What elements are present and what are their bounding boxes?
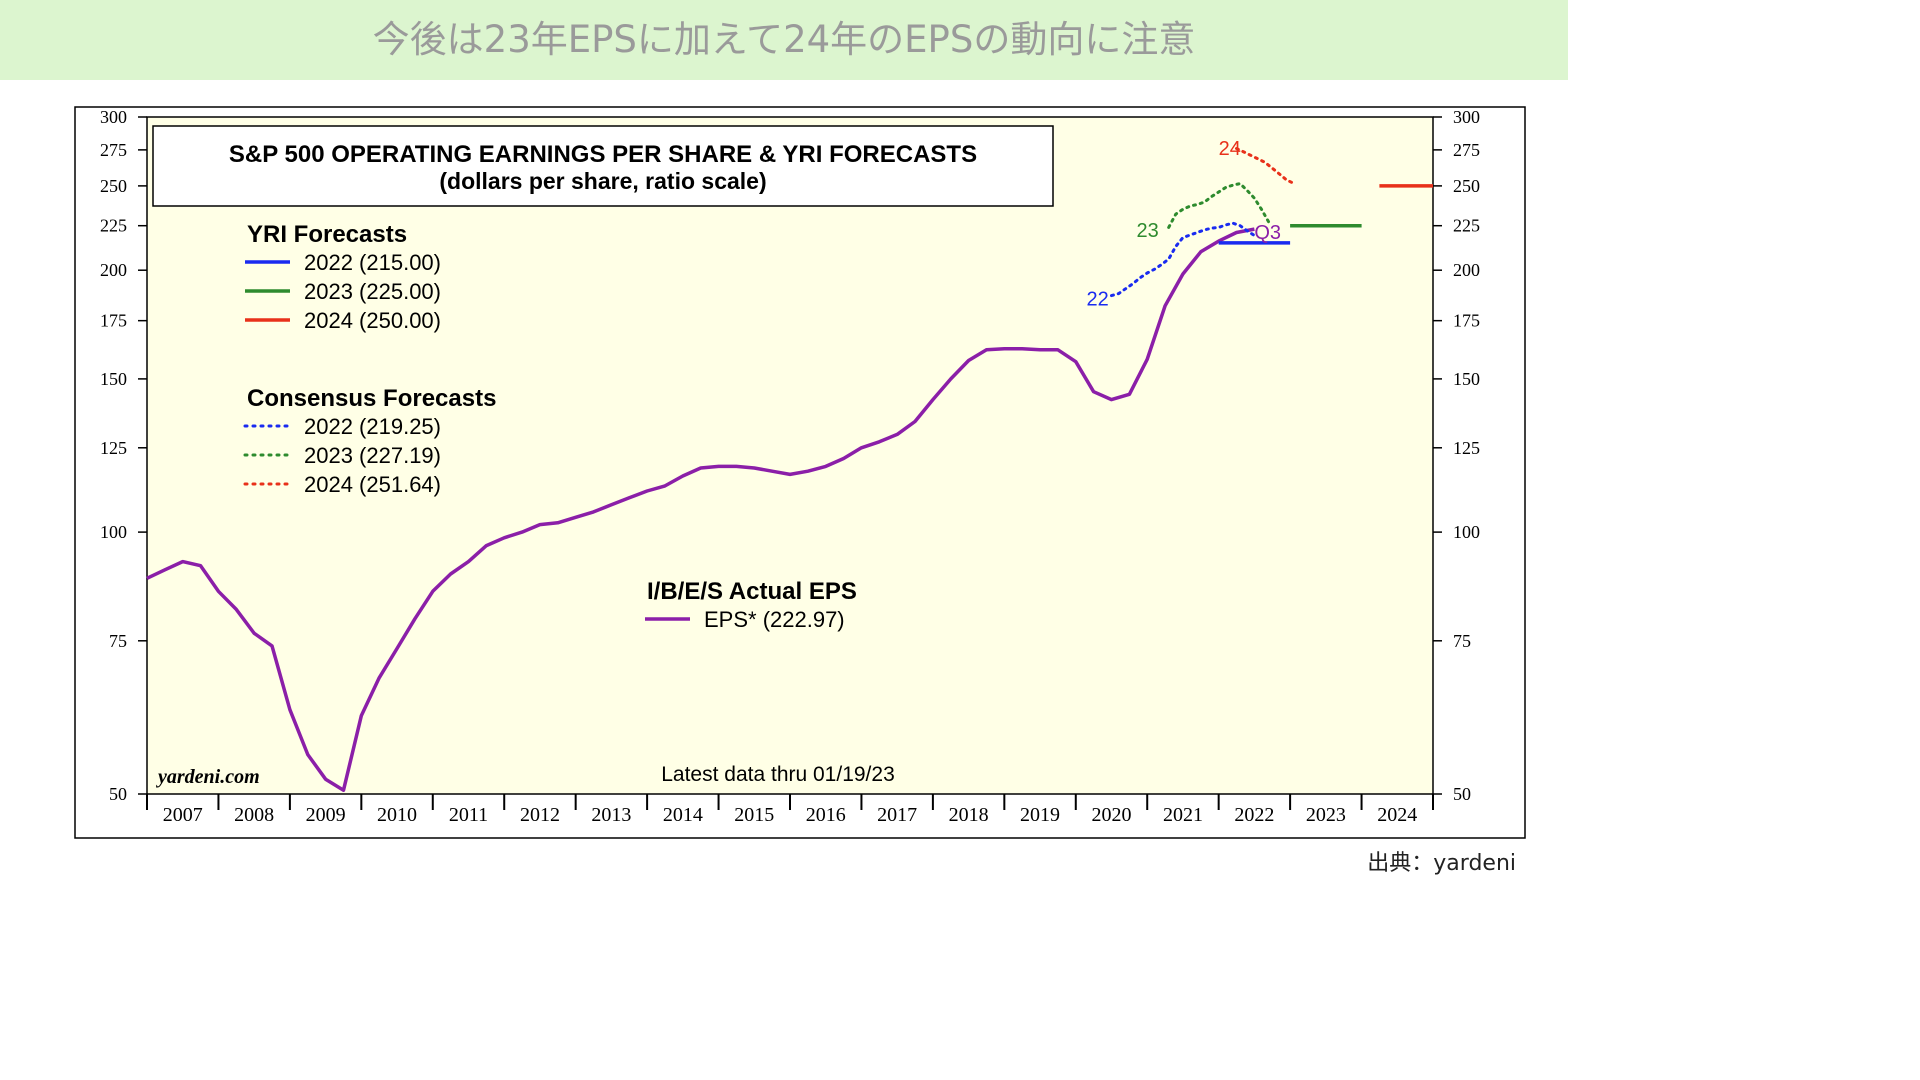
x-tick-label-2020: 2020 <box>1092 804 1132 826</box>
y-tick-label-right-150: 150 <box>1453 369 1480 389</box>
y-tick-label-right-250: 250 <box>1453 176 1480 196</box>
y-tick-label-left-200: 200 <box>100 260 127 280</box>
chart-title: S&P 500 OPERATING EARNINGS PER SHARE & Y… <box>229 141 977 168</box>
legend-actual-eps: I/B/E/S Actual EPS EPS* (222.97) <box>645 578 857 632</box>
y-tick-label-left-300: 300 <box>100 107 127 127</box>
plot-area <box>146 116 1434 795</box>
x-tick-label-2018: 2018 <box>949 804 989 826</box>
x-tick-label-2013: 2013 <box>591 804 631 826</box>
legend-consensus-forecasts: Consensus Forecasts 2022 (219.25) 2023 (… <box>243 385 496 497</box>
y-tick-label-right-75: 75 <box>1453 631 1471 651</box>
legend-yri-2022-label: 2022 (215.00) <box>304 250 441 275</box>
y-tick-label-left-50: 50 <box>109 784 127 804</box>
y-tick-label-left-100: 100 <box>100 522 127 542</box>
annotation-q3: Q3 <box>1254 222 1281 244</box>
x-tick-label-2014: 2014 <box>663 804 703 826</box>
x-tick-label-2007: 2007 <box>163 804 203 826</box>
y-tick-label-left-150: 150 <box>100 369 127 389</box>
x-tick-label-2022: 2022 <box>1234 804 1274 826</box>
series-line-actual-eps-222-97- <box>146 227 1255 792</box>
series-line-consensus-2023-227-19- <box>1167 182 1271 229</box>
chart-subtitle: (dollars per share, ratio scale) <box>439 168 766 194</box>
series-line-consensus-2022-219-25- <box>1110 221 1256 298</box>
legend-yri-2023-label: 2023 (225.00) <box>304 279 441 304</box>
annotation-22: 22 <box>1086 289 1108 311</box>
y-tick-label-left-250: 250 <box>100 176 127 196</box>
x-tick-label-2010: 2010 <box>377 804 417 826</box>
x-tick-label-2011: 2011 <box>449 804 488 826</box>
title-banner <box>0 0 1568 80</box>
x-tick-label-2024: 2024 <box>1377 804 1417 826</box>
y-tick-label-right-50: 50 <box>1453 784 1471 804</box>
x-tick-label-2012: 2012 <box>520 804 560 826</box>
legend-consensus-2022-label: 2022 (219.25) <box>304 414 441 439</box>
legend-consensus-2024-label: 2024 (251.64) <box>304 472 441 497</box>
x-tick-label-2009: 2009 <box>306 804 346 826</box>
y-tick-label-right-275: 275 <box>1453 140 1480 160</box>
y-tick-label-left-75: 75 <box>109 631 127 651</box>
y-tick-label-right-200: 200 <box>1453 260 1480 280</box>
x-tick-label-2008: 2008 <box>234 804 274 826</box>
annotation-24: 24 <box>1219 138 1241 160</box>
axes: 300 300 275 275 250 250 225 225 200 200 175 175 150 1… <box>100 107 1480 826</box>
x-tick-label-2017: 2017 <box>877 804 917 826</box>
legend-consensus-title: Consensus Forecasts <box>247 385 496 412</box>
y-tick-label-left-225: 225 <box>100 216 127 236</box>
legend-yri-forecasts: YRI Forecasts 2022 (215.00) 2023 (225.00… <box>245 221 441 333</box>
y-tick-label-left-275: 275 <box>100 140 127 160</box>
title-box <box>152 125 1054 207</box>
x-tick-label-2023: 2023 <box>1306 804 1346 826</box>
banner-title: 今後は23年EPSに加えて24年のEPSの動向に注意 <box>372 18 1196 61</box>
x-tick-label-2015: 2015 <box>734 804 774 826</box>
y-tick-label-right-300: 300 <box>1453 107 1480 127</box>
series-line-consensus-2024-251-64- <box>1235 147 1296 185</box>
y-tick-label-left-175: 175 <box>100 311 127 331</box>
legend-actual-label: EPS* (222.97) <box>704 607 845 632</box>
y-tick-label-right-125: 125 <box>1453 438 1480 458</box>
legend-yri-title: YRI Forecasts <box>247 221 407 248</box>
watermark-yardeni: yardeni.com <box>156 766 260 788</box>
y-tick-label-right-225: 225 <box>1453 216 1480 236</box>
latest-data-note: Latest data thru 01/19/23 <box>661 763 895 786</box>
x-tick-label-2019: 2019 <box>1020 804 1060 826</box>
y-tick-label-right-175: 175 <box>1453 311 1480 331</box>
legend-yri-2024-label: 2024 (250.00) <box>304 308 441 333</box>
series-layer: 22 23 24 Q3 <box>146 138 1433 792</box>
y-tick-label-right-100: 100 <box>1453 522 1480 542</box>
y-tick-label-left-125: 125 <box>100 438 127 458</box>
legend-consensus-2023-label: 2023 (227.19) <box>304 443 441 468</box>
x-tick-label-2016: 2016 <box>806 804 846 826</box>
source-credit: 出典：yardeni <box>1367 851 1516 876</box>
annotation-23: 23 <box>1137 220 1159 242</box>
legend-actual-title: I/B/E/S Actual EPS <box>647 578 857 605</box>
x-tick-label-2021: 2021 <box>1163 804 1203 826</box>
eps-chart: 300 300 275 275 250 250 225 225 200 200 175 175 150 1… <box>74 106 1526 839</box>
